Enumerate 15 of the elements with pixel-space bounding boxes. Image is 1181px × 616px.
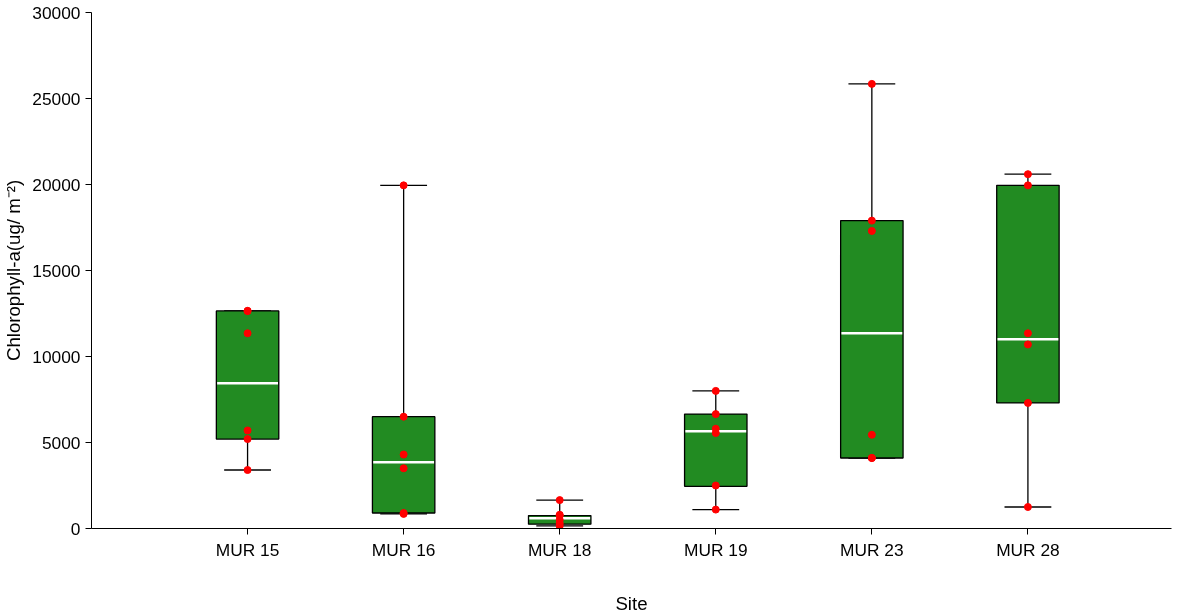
y-tick-label: 5000 [41, 432, 81, 453]
y-tick-label: 15000 [32, 260, 81, 281]
x-tick-label: MUR 16 [371, 539, 436, 560]
y-tick-label: 10000 [32, 346, 81, 367]
x-axis-title: Site [615, 592, 648, 614]
y-tick-label: 25000 [32, 88, 81, 109]
y-tick-label: 30000 [32, 2, 81, 23]
x-tick-label: MUR 28 [996, 539, 1060, 560]
x-tick-label: MUR 23 [840, 539, 904, 560]
y-axis-title: Chlorophyll-a(ug/ m⁻²) [3, 179, 25, 362]
x-tick-label: MUR 19 [684, 539, 748, 560]
x-tick-label: MUR 18 [527, 539, 592, 560]
y-tick-label: 20000 [32, 174, 81, 195]
x-tick-label: MUR 15 [215, 539, 280, 560]
y-tick-label: 0 [70, 518, 81, 539]
